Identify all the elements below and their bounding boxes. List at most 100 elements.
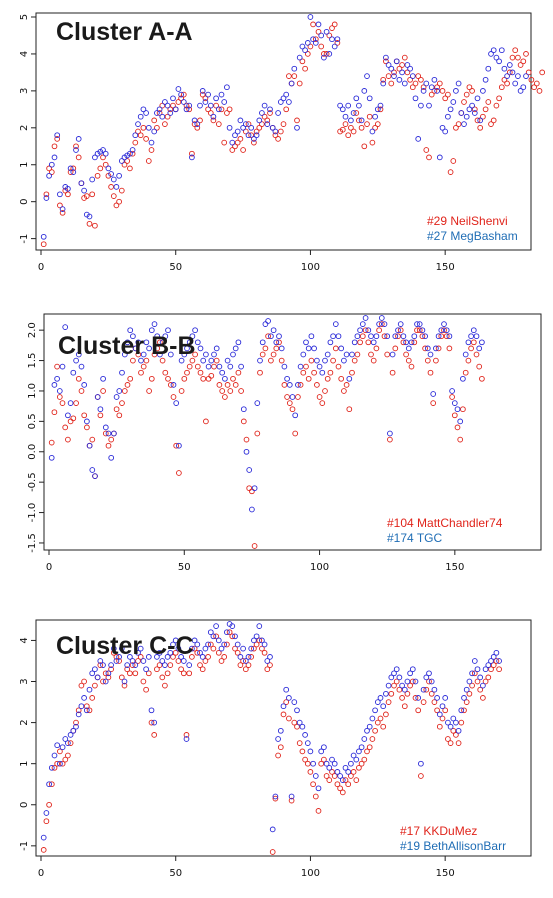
data-point — [57, 748, 63, 755]
y-tick-label: -1.0 — [27, 503, 38, 523]
data-point — [216, 363, 223, 370]
data-point — [523, 73, 529, 79]
data-point — [248, 654, 255, 660]
data-point — [372, 727, 378, 734]
data-point — [267, 110, 273, 116]
data-point — [205, 91, 211, 98]
data-point — [441, 321, 447, 327]
data-point — [470, 339, 477, 346]
data-point — [458, 110, 465, 116]
data-point — [67, 165, 74, 172]
data-point — [156, 649, 163, 656]
data-point — [178, 654, 184, 660]
data-point — [273, 345, 280, 352]
data-point — [135, 339, 142, 346]
data-point — [86, 220, 93, 227]
data-point — [242, 666, 249, 673]
data-point — [299, 43, 306, 50]
data-point — [100, 375, 106, 382]
data-point — [461, 99, 467, 105]
data-point — [102, 161, 109, 168]
data-point — [210, 113, 217, 120]
data-point — [280, 703, 287, 710]
data-point — [116, 412, 123, 419]
data-point — [240, 147, 246, 153]
data-point — [73, 400, 79, 406]
data-point — [138, 357, 144, 364]
data-point — [189, 645, 195, 652]
data-point — [294, 723, 300, 730]
data-point — [350, 752, 357, 759]
data-point — [251, 645, 257, 652]
data-point — [162, 662, 168, 668]
x-tick-label: 0 — [38, 262, 44, 273]
data-point — [265, 333, 271, 340]
data-point — [300, 351, 307, 358]
data-point — [175, 99, 182, 105]
data-point — [308, 357, 315, 364]
data-point — [165, 375, 171, 382]
data-point — [57, 191, 63, 198]
data-point — [224, 84, 230, 91]
data-point — [528, 76, 535, 83]
data-point — [316, 394, 323, 400]
data-point — [267, 662, 273, 668]
data-point — [159, 113, 166, 120]
data-point — [447, 169, 454, 175]
data-point — [453, 124, 459, 131]
data-point — [186, 106, 193, 113]
data-point — [113, 658, 120, 664]
data-point — [278, 357, 285, 364]
data-point — [388, 65, 395, 72]
data-point — [86, 442, 93, 449]
series-a — [40, 629, 502, 855]
data-point — [307, 14, 314, 20]
data-point — [269, 826, 276, 833]
data-point — [476, 345, 483, 352]
data-point — [420, 88, 427, 94]
data-point — [86, 213, 93, 220]
data-point — [186, 102, 193, 109]
data-point — [341, 357, 347, 364]
data-point — [473, 351, 480, 358]
data-point — [159, 357, 166, 364]
data-point — [162, 333, 169, 340]
series-b — [48, 315, 485, 513]
data-point — [59, 209, 66, 216]
scatter-plot-cluster-c: -1 0 1 2 3 4 0 50 100 150 — [19, 619, 532, 879]
data-point — [108, 662, 114, 668]
data-point — [374, 699, 381, 705]
data-point — [358, 124, 365, 131]
data-point — [215, 121, 222, 127]
data-point — [43, 195, 50, 201]
data-point — [191, 117, 198, 124]
data-point — [189, 333, 196, 340]
data-point — [213, 357, 220, 364]
data-point — [280, 711, 287, 718]
data-point — [289, 406, 296, 413]
data-point — [48, 439, 55, 446]
data-point — [248, 124, 255, 131]
data-point — [506, 62, 513, 68]
data-point — [183, 732, 190, 738]
data-point — [334, 769, 341, 775]
legend-entry-series-b: #174 TGC — [387, 531, 443, 545]
data-point — [92, 666, 98, 673]
x-tick-label: 150 — [436, 262, 455, 273]
data-point — [342, 113, 349, 120]
data-point — [490, 117, 497, 124]
data-point — [297, 363, 304, 370]
data-point — [463, 699, 470, 705]
data-point — [59, 363, 66, 370]
data-point — [148, 375, 155, 382]
data-point — [479, 339, 485, 346]
data-point — [469, 682, 475, 689]
data-point — [81, 695, 87, 701]
data-point — [385, 699, 392, 705]
data-point — [380, 76, 387, 83]
data-point — [70, 727, 77, 734]
data-point — [86, 686, 93, 693]
data-point — [428, 678, 435, 685]
data-point — [504, 73, 510, 79]
data-point — [362, 327, 369, 334]
